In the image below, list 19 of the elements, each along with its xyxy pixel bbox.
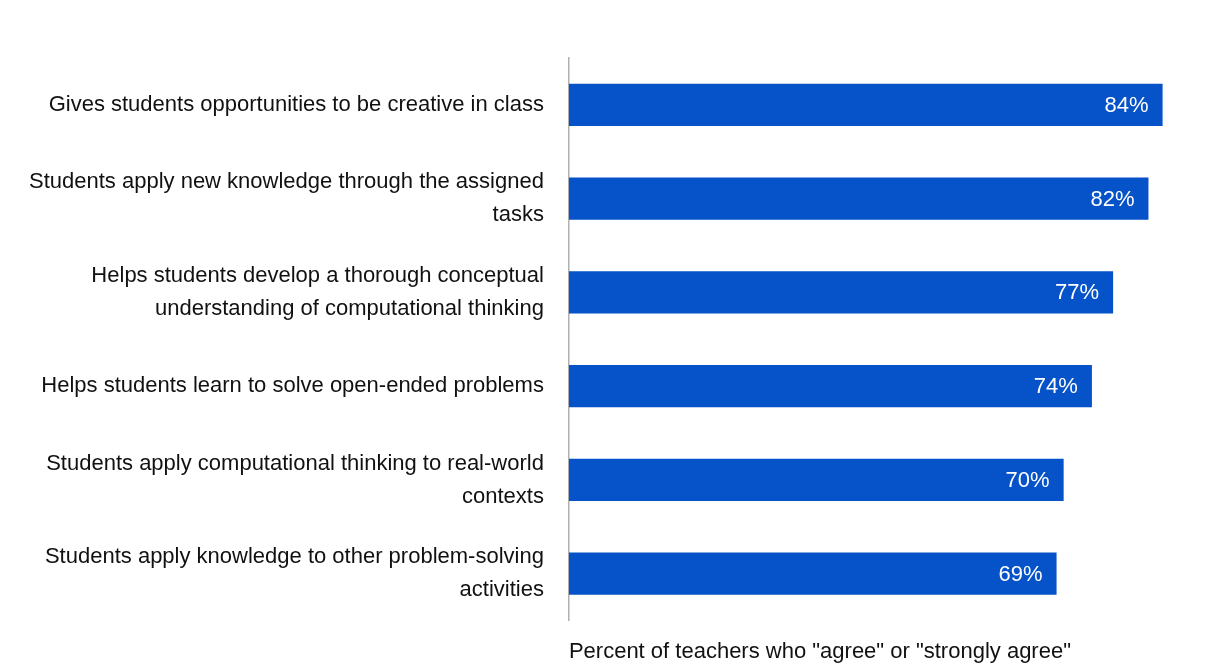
x-axis-title: Percent of teachers who "agree" or "strongly agree" [568, 637, 1071, 663]
data-label: 69% [998, 560, 1043, 586]
y-tick-label: Gives students opportunities to be creative in class [48, 90, 544, 116]
bar [568, 177, 1149, 220]
data-label: 77% [1055, 279, 1100, 305]
y-tick-label: Students apply knowledge to other problem-solving activities [44, 543, 544, 602]
bar [568, 83, 1163, 126]
data-label: 70% [1005, 467, 1050, 493]
bar [568, 271, 1114, 314]
bar [568, 552, 1057, 595]
bar [568, 458, 1064, 502]
y-tick-label: Students apply new knowledge through the assigned tasks [28, 168, 544, 227]
data-label: 74% [1033, 373, 1078, 399]
y-tick-label: Helps students learn to solve open-ended problems [41, 372, 544, 398]
bar [568, 365, 1092, 408]
data-label: 82% [1090, 185, 1135, 211]
data-label: 84% [1104, 91, 1149, 117]
y-tick-label: Students apply computational thinking to real-world contexts [46, 449, 544, 508]
y-tick-label: Helps students develop a thorough conceptual understanding of computational thinking [91, 261, 544, 320]
